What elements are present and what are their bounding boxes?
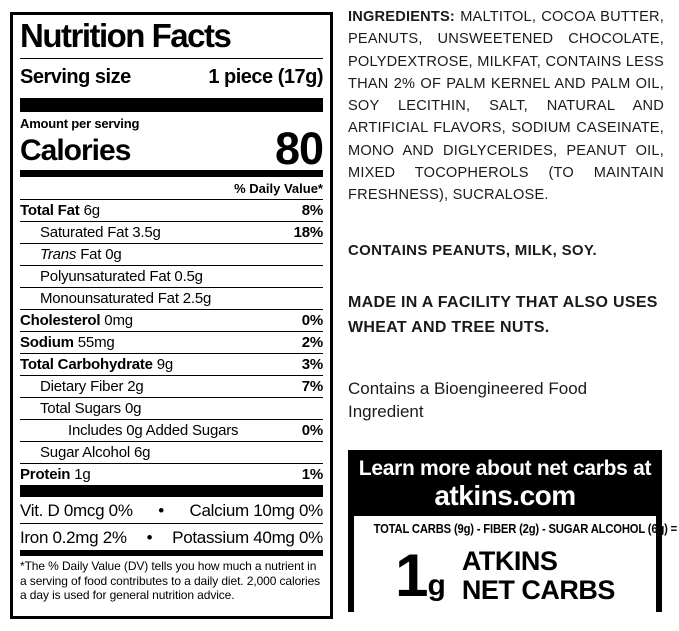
nutrient-name-amount: Sugar Alcohol 6g xyxy=(40,443,151,461)
nutrition-facts-title: Nutrition Facts xyxy=(20,15,323,59)
nutrient-name-amount: Trans Fat 0g xyxy=(40,245,122,263)
nutrient-name-amount: Total Sugars 0g xyxy=(40,399,142,417)
serving-size-label: Serving size xyxy=(20,66,131,88)
micronutrient-left: Iron 0.2mg 2% xyxy=(20,527,127,547)
ingredients-label: INGREDIENTS: xyxy=(348,9,455,25)
divider-bar-thick xyxy=(20,98,323,112)
nutrient-name-amount: Dietary Fiber 2g xyxy=(40,377,144,395)
micronutrient-right: Potassium 40mg 0% xyxy=(172,527,323,547)
divider-bar-low xyxy=(20,550,323,557)
daily-value-footnote: *The % Daily Value (DV) tells you how mu… xyxy=(20,559,321,603)
bullet-separator: • xyxy=(146,527,153,547)
nutrient-row-dietary-fiber: Dietary Fiber 2g 7% xyxy=(20,376,323,399)
nutrient-row-total-fat: Total Fat 6g 8% xyxy=(20,200,323,223)
divider-bar-thick xyxy=(20,485,323,498)
nutrient-row-trans-fat: Trans Fat 0g xyxy=(20,244,323,267)
nutrient-dv: 1% xyxy=(301,465,323,483)
nutrient-row-total-carbohydrate: Total Carbohydrate 9g 3% xyxy=(20,354,323,377)
amount-per-serving-label: Amount per serving xyxy=(20,116,140,131)
nutrient-row-protein: Protein 1g 1% xyxy=(20,464,323,485)
ingredients-paragraph: INGREDIENTS: MALTITOL, COCOA BUTTER, PEA… xyxy=(348,6,664,207)
nutrient-dv: 7% xyxy=(301,377,323,395)
nutrient-name-amount: Polyunsaturated Fat 0.5g xyxy=(40,267,203,285)
nutrient-dv: 0% xyxy=(301,421,323,439)
nutrient-name-amount: Total Fat 6g xyxy=(20,201,100,219)
nutrient-row-total-sugars: Total Sugars 0g xyxy=(20,398,323,421)
nutrient-row-saturated-fat: Saturated Fat 3.5g 18% xyxy=(20,222,324,245)
nutrient-name-amount: Saturated Fat 3.5g xyxy=(40,223,161,241)
nutrient-name-amount: Cholesterol 0mg xyxy=(20,311,133,329)
nutrient-row-sugar-alcohol: Sugar Alcohol 6g xyxy=(20,442,323,465)
net-carbs-formula: TOTAL CARBS (9g) - FIBER (2g) - SUGAR AL… xyxy=(373,521,678,536)
nutrient-name-amount: Includes 0g Added Sugars xyxy=(68,421,239,439)
nutrient-dv: 18% xyxy=(293,223,324,241)
nutrient-name-amount: Protein 1g xyxy=(20,465,91,483)
nutrition-facts-panel: Nutrition Facts Serving size 1 piece (17… xyxy=(10,12,333,619)
nutrient-dv: 3% xyxy=(301,355,323,373)
net-carbs-headline: Learn more about net carbs at xyxy=(358,457,652,480)
atkins-url: atkins.com xyxy=(434,480,576,512)
bioengineered-statement: Contains a Bioengineered Food Ingredient xyxy=(348,378,588,421)
calories-row: Calories 80 xyxy=(20,123,324,174)
micronutrient-row-1: Vit. D 0mcg 0% • Calcium 10mg 0% xyxy=(20,497,324,525)
calories-value: 80 xyxy=(274,123,324,174)
nutrient-row-monounsaturated-fat: Monounsaturated Fat 2.5g xyxy=(20,288,323,311)
allergen-contains-statement: CONTAINS PEANUTS, MILK, SOY. xyxy=(348,241,597,259)
nutrient-name-amount: Total Carbohydrate 9g xyxy=(20,355,174,373)
serving-size-value: 1 piece (17g) xyxy=(208,66,323,88)
nutrient-name-amount: Sodium 55mg xyxy=(20,333,115,351)
calories-label: Calories xyxy=(20,134,131,168)
micronutrient-row-2: Iron 0.2mg 2% • Potassium 40mg 0% xyxy=(20,524,323,550)
nutrient-name-amount: Monounsaturated Fat 2.5g xyxy=(40,289,212,307)
nutrient-row-polyunsaturated-fat: Polyunsaturated Fat 0.5g xyxy=(20,266,323,289)
nutrient-dv: 0% xyxy=(301,311,323,329)
ingredients-text: MALTITOL, COCOA BUTTER, PEANUTS, UNSWEET… xyxy=(348,9,664,204)
net-carbs-box: Learn more about net carbs at atkins.com… xyxy=(348,450,677,616)
nutrient-row-cholesterol: Cholesterol 0mg 0% xyxy=(20,310,323,333)
nutrient-row-sodium: Sodium 55mg 2% xyxy=(20,332,323,355)
serving-size-row: Serving size 1 piece (17g) xyxy=(20,59,323,98)
atkins-net-carbs-brand: ATKINS NET CARBS xyxy=(461,546,616,605)
divider-bar-medium xyxy=(20,170,323,178)
micronutrient-left: Vit. D 0mcg 0% xyxy=(20,500,133,520)
nutrient-dv: 8% xyxy=(301,201,323,219)
micronutrient-right: Calcium 10mg 0% xyxy=(189,500,324,520)
nutrient-row-added-sugars: Includes 0g Added Sugars 0% xyxy=(20,420,323,443)
nutrient-dv: 2% xyxy=(301,333,323,351)
daily-value-header: % Daily Value* xyxy=(20,177,323,201)
bullet-separator: • xyxy=(158,500,164,520)
net-carbs-inner-box: TOTAL CARBS (9g) - FIBER (2g) - SUGAR AL… xyxy=(354,515,678,616)
facility-statement: MADE IN A FACILITY THAT ALSO USES WHEAT … xyxy=(348,293,658,336)
right-column: INGREDIENTS: MALTITOL, COCOA BUTTER, PEA… xyxy=(348,6,664,423)
